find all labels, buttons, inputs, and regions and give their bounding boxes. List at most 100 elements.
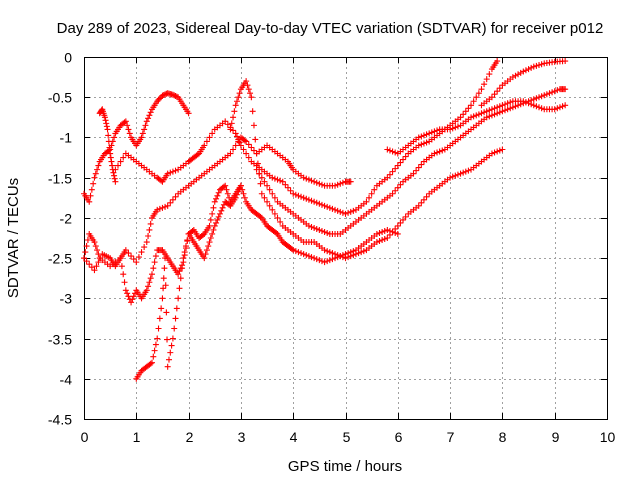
data-point: [324, 248, 331, 255]
data-point: [252, 136, 259, 143]
data-point: [184, 237, 191, 244]
data-point: [215, 213, 222, 220]
data-point: [271, 194, 278, 201]
data-point: [384, 146, 391, 153]
data-point: [316, 180, 323, 187]
data-point: [93, 263, 100, 270]
data-point: [313, 199, 320, 206]
data-point: [465, 105, 472, 112]
data-point: [305, 222, 312, 229]
data-point: [415, 142, 422, 149]
data-point: [394, 222, 401, 229]
data-point: [151, 347, 158, 354]
data-point: [562, 58, 569, 65]
series-arc-5: [81, 182, 244, 306]
data-point: [311, 224, 318, 231]
data-point: [194, 151, 201, 158]
data-point: [219, 204, 226, 211]
data-point: [160, 92, 167, 99]
data-point: [180, 255, 187, 262]
data-point: [88, 186, 95, 193]
data-point: [300, 194, 307, 201]
y-tick-label: 0: [64, 50, 72, 66]
data-point: [486, 107, 493, 114]
data-point: [143, 287, 150, 294]
data-point: [554, 105, 561, 112]
data-point: [243, 150, 250, 157]
data-point: [321, 202, 328, 209]
data-point: [211, 198, 218, 205]
data-point: [150, 265, 157, 272]
data-point: [117, 158, 124, 165]
data-point: [507, 105, 514, 112]
data-point: [241, 137, 248, 144]
data-point: [105, 147, 112, 154]
data-point: [392, 225, 399, 232]
data-point: [145, 283, 152, 290]
data-point: [494, 58, 501, 65]
data-point: [300, 174, 307, 181]
y-axis-title: SDTVAR / TECUs: [5, 178, 22, 298]
data-point: [379, 237, 386, 244]
data-point: [226, 201, 233, 208]
data-point: [199, 231, 206, 238]
data-point: [350, 252, 357, 259]
series-arc-8: [253, 86, 569, 237]
data-point: [261, 178, 268, 185]
data-point: [473, 94, 480, 101]
data-point: [397, 159, 404, 166]
data-point: [454, 123, 461, 130]
data-point: [240, 190, 247, 197]
data-point: [250, 122, 257, 129]
data-point: [316, 257, 323, 264]
data-point: [371, 186, 378, 193]
data-point: [253, 166, 260, 173]
series-arc-10: [478, 58, 569, 109]
data-point: [452, 124, 459, 131]
data-point: [158, 305, 165, 312]
data-point: [91, 239, 98, 246]
data-point: [257, 180, 264, 187]
data-point: [172, 93, 179, 100]
data-point: [237, 142, 244, 149]
data-point: [240, 146, 247, 153]
data-point: [83, 243, 90, 250]
data-point: [397, 219, 404, 226]
series-arc-1: [81, 90, 192, 205]
y-tick-label: -4.5: [48, 412, 72, 428]
data-point: [169, 335, 176, 342]
data-point: [426, 130, 433, 137]
data-point: [98, 107, 105, 114]
data-point: [413, 167, 420, 174]
data-point: [128, 299, 135, 306]
data-point: [334, 207, 341, 214]
data-point: [423, 139, 430, 146]
data-point: [230, 114, 237, 121]
data-point: [488, 106, 495, 113]
data-point: [292, 248, 299, 255]
data-point: [206, 222, 213, 229]
data-point: [562, 86, 569, 93]
series-arc-9: [384, 98, 569, 157]
data-point: [473, 112, 480, 119]
data-point: [318, 258, 325, 265]
data-point: [420, 196, 427, 203]
data-point: [108, 158, 115, 165]
data-point: [142, 122, 149, 129]
data-point: [313, 225, 320, 232]
data-point: [522, 99, 529, 106]
data-point: [206, 239, 213, 246]
data-point: [360, 248, 367, 255]
data-point: [389, 148, 396, 155]
data-point: [81, 255, 87, 262]
data-point: [337, 180, 344, 187]
data-point: [214, 192, 221, 199]
data-point: [449, 125, 456, 132]
data-point: [145, 115, 152, 122]
data-point: [536, 104, 543, 111]
data-point: [95, 259, 102, 266]
data-point: [454, 171, 461, 178]
data-point: [146, 112, 153, 119]
data-point: [130, 293, 137, 300]
data-point: [460, 169, 467, 176]
